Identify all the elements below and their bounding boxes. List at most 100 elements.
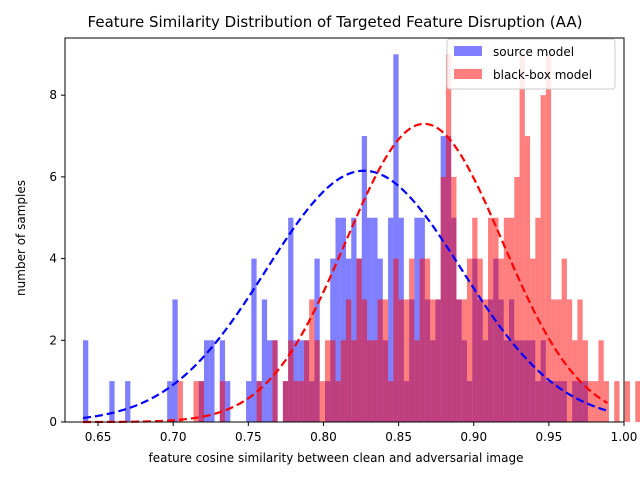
- bar-source-39: [288, 217, 294, 422]
- bar-source-48: [335, 217, 341, 422]
- bar-blackbox-89: [551, 299, 557, 422]
- bar-blackbox-66: [430, 299, 436, 422]
- bar-blackbox-73: [466, 258, 473, 422]
- bar-blackbox-59: [393, 258, 399, 422]
- bar-blackbox-44: [314, 340, 320, 422]
- bar-blackbox-69: [445, 54, 452, 423]
- bar-blackbox-60: [398, 299, 404, 422]
- x-tick-label: 0.70: [160, 430, 187, 444]
- bar-source-49: [340, 217, 347, 422]
- bar-source-54: [367, 217, 373, 422]
- bars-layer: [83, 54, 640, 423]
- bar-source-34: [261, 299, 268, 422]
- bar-blackbox-97: [593, 381, 599, 422]
- legend-label-source: source model: [493, 45, 574, 59]
- bar-blackbox-103: [624, 381, 631, 422]
- bar-blackbox-84: [524, 136, 531, 423]
- bar-blackbox-33: [256, 381, 262, 422]
- y-tick-label: 0: [49, 415, 57, 429]
- bar-blackbox-88: [545, 54, 552, 423]
- y-axis-ticks: 0 2 4 6 8: [49, 88, 65, 429]
- bar-source-23: [203, 340, 210, 422]
- x-axis-ticks: 0.65 0.70 0.75 0.80 0.85 0.90 0.95 1.00: [85, 422, 637, 444]
- bar-blackbox-21: [193, 381, 199, 422]
- bar-blackbox-90: [556, 299, 562, 422]
- bar-blackbox-43: [309, 299, 315, 422]
- bar-blackbox-18: [177, 381, 183, 422]
- x-tick-label: 0.75: [235, 430, 262, 444]
- bar-blackbox-51: [351, 340, 357, 422]
- x-tick-label: 0.80: [310, 430, 337, 444]
- bar-blackbox-45: [319, 381, 325, 422]
- bar-source-27: [225, 381, 231, 422]
- bar-blackbox-61: [403, 299, 410, 422]
- y-tick-label: 2: [49, 333, 57, 347]
- bar-blackbox-94: [577, 299, 583, 422]
- plot-frame: [64, 37, 625, 423]
- x-tick-label: 0.85: [385, 430, 412, 444]
- bar-source-8: [125, 381, 131, 422]
- bar-blackbox-87: [540, 95, 546, 422]
- bar-source-16: [167, 381, 173, 422]
- bar-blackbox-93: [572, 340, 578, 422]
- bar-blackbox-65: [424, 258, 431, 422]
- x-tick-label: 0.95: [536, 430, 563, 444]
- bar-blackbox-36: [272, 340, 278, 422]
- bar-blackbox-70: [451, 176, 457, 422]
- bar-source-24: [209, 340, 215, 422]
- bar-blackbox-47: [330, 340, 336, 422]
- bar-blackbox-91: [561, 258, 567, 422]
- y-axis-label: number of samples: [14, 180, 28, 296]
- x-axis-label: feature cosine similarity between clean …: [149, 451, 524, 465]
- bar-blackbox-54: [367, 340, 373, 422]
- bar-source-0: [83, 340, 89, 422]
- bar-blackbox-57: [382, 299, 389, 422]
- bar-blackbox-72: [461, 299, 467, 422]
- y-tick-label: 4: [49, 252, 57, 266]
- bar-blackbox-49: [340, 340, 347, 422]
- bar-blackbox-98: [598, 340, 604, 422]
- bar-blackbox-71: [456, 299, 462, 422]
- bar-blackbox-82: [514, 176, 520, 422]
- bar-blackbox-96: [587, 381, 594, 422]
- bar-blackbox-79: [498, 258, 504, 422]
- bar-blackbox-22: [198, 381, 204, 422]
- bar-blackbox-67: [435, 299, 441, 422]
- bar-blackbox-41: [298, 381, 304, 422]
- bar-blackbox-85: [530, 258, 536, 422]
- bar-source-63: [414, 217, 420, 422]
- bar-blackbox-92: [566, 299, 573, 422]
- bar-blackbox-81: [509, 217, 515, 422]
- bar-blackbox-48: [335, 381, 341, 422]
- bar-blackbox-68: [440, 176, 446, 422]
- legend-swatch-blackbox: [454, 69, 482, 79]
- bar-blackbox-77: [488, 217, 494, 422]
- bar-blackbox-83: [519, 54, 525, 423]
- bar-blackbox-52: [356, 258, 362, 422]
- bar-blackbox-101: [614, 381, 620, 422]
- bar-source-17: [172, 299, 178, 422]
- bar-blackbox-63: [414, 340, 420, 422]
- bar-source-53: [361, 136, 368, 423]
- bar-blackbox-26: [219, 381, 226, 422]
- legend: source model black-box model: [446, 38, 616, 90]
- bar-blackbox-75: [477, 258, 483, 422]
- legend-box: [446, 38, 616, 90]
- bar-blackbox-50: [346, 299, 352, 422]
- bar-source-44: [314, 258, 320, 422]
- legend-label-blackbox: black-box model: [493, 68, 592, 82]
- bar-blackbox-56: [377, 299, 383, 422]
- bar-blackbox-38: [282, 381, 289, 422]
- bar-blackbox-53: [361, 299, 368, 422]
- bar-blackbox-46: [324, 340, 331, 422]
- bar-blackbox-64: [419, 258, 425, 422]
- bar-blackbox-76: [482, 299, 489, 422]
- bar-source-32: [251, 258, 257, 422]
- y-tick-label: 8: [49, 88, 57, 102]
- bar-blackbox-39: [288, 340, 294, 422]
- legend-swatch-source: [454, 46, 482, 56]
- bar-source-58: [388, 217, 394, 422]
- bar-source-47: [330, 258, 336, 422]
- bar-source-51: [351, 217, 357, 422]
- bar-blackbox-95: [582, 340, 588, 422]
